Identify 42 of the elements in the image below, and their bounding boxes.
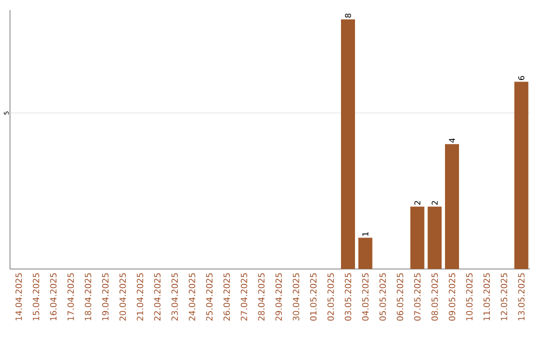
x-tick-label: 09.05.2025 [448,273,456,321]
data-label: 2 [432,201,438,205]
x-tick-label: 15.04.2025 [32,273,40,320]
bar [341,19,356,269]
x-tick-label: 02.05.2025 [327,273,334,321]
x-tick-label: 14.04.2025 [15,273,22,320]
x-tick-label: 01.05.2025 [310,273,317,321]
bar [445,144,460,269]
x-tick-label: 05.05.2025 [379,273,386,321]
x-tick-label: 27.04.2025 [240,273,248,321]
x-tick-label: 13.05.2025 [518,273,525,320]
x-tick-label: 16.04.2025 [50,273,57,320]
data-label: 1 [362,232,368,236]
bar [358,238,372,269]
x-tick-label: 17.04.2025 [67,273,74,320]
x-tick-label: 18.04.2025 [84,273,92,320]
x-tick-label: 24.04.2025 [188,273,196,321]
x-tick-label: 11.05.2025 [483,273,490,320]
x-tick-label: 25.04.2025 [206,273,213,321]
bar [428,206,442,269]
x-tick-label: 08.05.2025 [431,273,438,321]
x-tick-label: 03.05.2025 [344,273,352,321]
x-tick-label: 30.04.2025 [292,273,300,321]
data-label: 4 [449,138,455,143]
x-tick-label: 06.05.2025 [396,273,404,321]
x-tick-label: 29.04.2025 [275,273,282,321]
x-tick-label: 21.04.2025 [136,273,144,321]
x-tick-label: 22.04.2025 [154,273,161,321]
data-label: 6 [518,76,524,80]
data-label: 2 [414,201,420,205]
x-tick-label: 26.04.2025 [223,273,230,321]
x-tick-label: 20.04.2025 [119,273,126,321]
x-tick-label: 12.05.2025 [500,273,508,320]
x-tick-label: 07.05.2025 [414,273,421,321]
bar [410,206,424,269]
x-tick-label: 23.04.2025 [171,273,178,321]
bar [514,82,528,269]
x-tick-label: 04.05.2025 [362,273,369,321]
x-tick-label: 10.05.2025 [466,273,473,320]
data-label: 8 [344,14,352,18]
x-tick-label: 28.04.2025 [258,273,265,321]
x-tick-label: 19.04.2025 [102,273,109,320]
